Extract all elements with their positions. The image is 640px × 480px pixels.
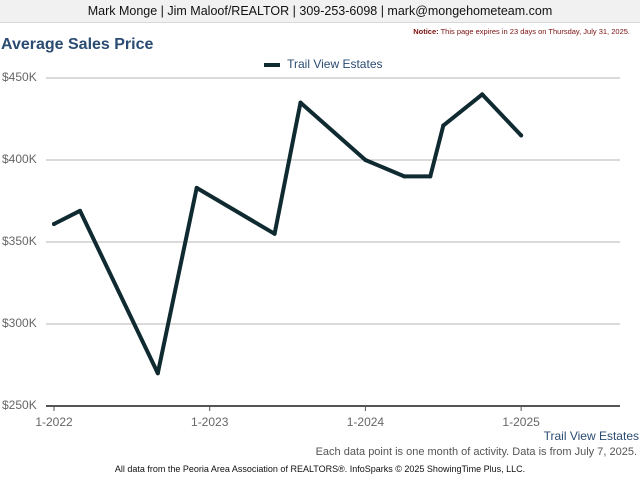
notice-text: This page expires in 23 days on Thursday… <box>440 27 630 36</box>
data-point <box>480 92 485 97</box>
series-line <box>52 92 524 376</box>
series-label: Trail View Estates <box>543 429 639 443</box>
y-tick-label: $450K <box>2 70 37 84</box>
data-note: Each data point is one month of activity… <box>315 446 637 458</box>
data-point <box>77 208 82 213</box>
data-point <box>194 185 199 190</box>
x-tick-label: 1-2023 <box>191 415 229 429</box>
data-point <box>155 371 160 376</box>
data-source: All data from the Peoria Area Associatio… <box>114 464 526 474</box>
x-tick-label: 1-2022 <box>35 415 73 429</box>
x-tick-label: 1-2025 <box>502 415 540 429</box>
data-point <box>272 231 277 236</box>
y-tick-label: $250K <box>2 398 37 412</box>
chart-legend: Trail View Estates <box>264 57 383 71</box>
x-tick-label: 1-2024 <box>346 415 385 429</box>
notice-label: Notice: <box>413 27 439 36</box>
chart-title: Average Sales Price <box>1 36 154 53</box>
y-tick-label: $350K <box>2 234 37 248</box>
data-point <box>402 174 407 179</box>
data-point <box>441 123 446 128</box>
contact-line: Mark Monge | Jim Maloof/REALTOR | 309-25… <box>87 4 553 18</box>
data-point <box>52 221 56 226</box>
legend-swatch <box>264 62 280 67</box>
y-tick-label: $400K <box>2 152 37 166</box>
expiry-notice: Notice: This page expires in 23 days on … <box>413 27 630 36</box>
data-point <box>519 133 524 138</box>
data-point <box>363 158 368 162</box>
contact-header: Mark Monge | Jim Maloof/REALTOR | 309-25… <box>0 0 640 23</box>
data-point <box>298 100 303 105</box>
legend-label: Trail View Estates <box>287 57 383 71</box>
data-point <box>428 174 433 179</box>
y-tick-label: $300K <box>2 316 37 330</box>
